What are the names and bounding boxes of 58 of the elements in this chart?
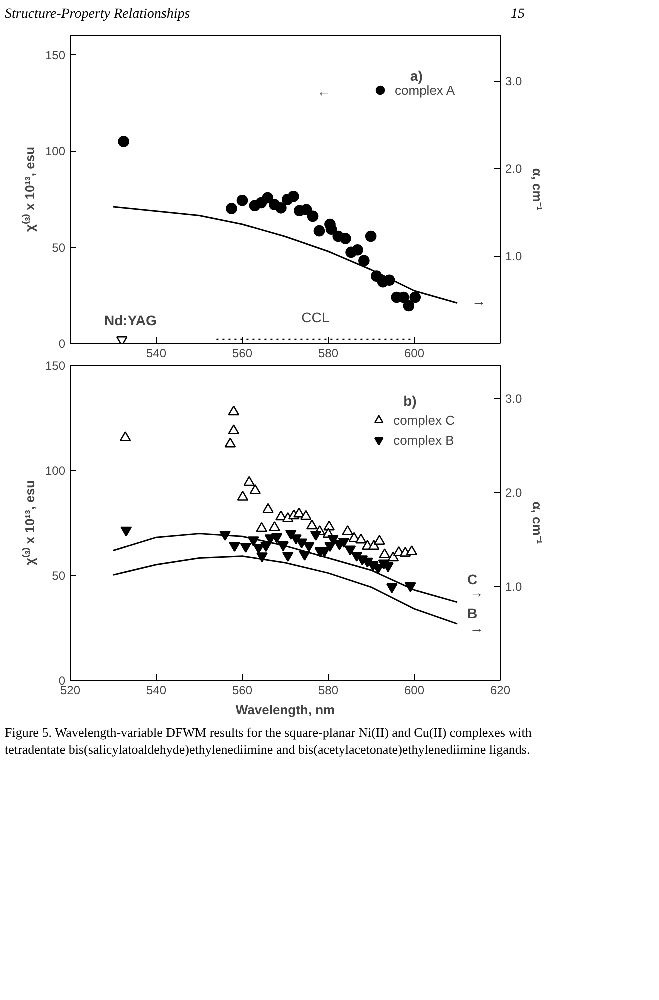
annotation: →	[472, 293, 486, 310]
y2-tick-label: 2.0	[506, 162, 523, 176]
x-tick-label: 560	[232, 684, 253, 698]
series-label: CCL	[302, 310, 330, 326]
point	[403, 300, 415, 312]
x-tick-label: 520	[60, 684, 81, 698]
annotation: b)	[404, 393, 417, 410]
annotation: →	[470, 620, 484, 636]
point	[262, 192, 274, 204]
x-tick-label: 540	[146, 346, 167, 360]
y2-tick-label: 1.0	[506, 580, 523, 594]
point	[340, 233, 352, 244]
y2-tick-label: 3.0	[506, 74, 523, 88]
annotation: Nd:YAG	[104, 312, 157, 328]
y-tick-label: 50	[52, 569, 66, 583]
y-tick-label: 150	[45, 359, 66, 373]
legend-label: complex C	[394, 412, 455, 428]
text: 15	[511, 6, 525, 24]
legend-label: complex B	[394, 432, 454, 448]
point	[307, 210, 319, 222]
point	[276, 202, 287, 214]
point	[226, 203, 238, 214]
point	[358, 255, 370, 267]
point	[118, 136, 130, 148]
x-tick-label: 600	[404, 346, 425, 360]
caption: Figure 5. Wavelength-variable DFWM results for the square-planar Ni(II) and Cu(II) complexes with tetradentate bis(salicylatoaldehyde)ethylenediimine and bis(acetylacetonate)ethylenediimine ligands.	[5, 725, 533, 759]
line-series	[112, 206, 458, 304]
y-tick-label: 150	[45, 48, 66, 62]
x-tick-label: 580	[318, 684, 339, 698]
line-series	[112, 533, 458, 604]
legend-label: complex A	[395, 82, 455, 98]
point	[365, 230, 377, 242]
point	[410, 292, 422, 304]
x-tick-label: 560	[232, 346, 253, 360]
y2-tick-label: 2.0	[506, 486, 523, 500]
x-tick-label: 600	[404, 684, 425, 698]
x-tick-label: 620	[490, 684, 511, 698]
y-tick-label: 100	[45, 144, 66, 158]
y-tick-label: 50	[52, 240, 66, 255]
annotation: ←	[317, 83, 332, 100]
point	[314, 225, 326, 237]
y-axis-title: χ⁽³⁾ x 10¹³, esu	[21, 480, 38, 566]
point	[236, 195, 248, 206]
text: Structure-Property Relationships	[5, 6, 190, 24]
x-tick-label: 540	[146, 684, 167, 698]
y2-tick-label: 3.0	[506, 392, 523, 406]
y2-axis-title: α, cm⁻¹	[530, 168, 546, 211]
x-axis-title: Wavelength, nm	[236, 702, 336, 718]
y-tick-label: 100	[45, 464, 66, 478]
y2-axis-title: α, cm⁻¹	[530, 502, 546, 544]
y-tick-label: 0	[58, 337, 66, 351]
y-axis-title: χ⁽³⁾ x 10¹³, esu	[21, 146, 38, 232]
annotation: a)	[410, 68, 423, 84]
point	[352, 244, 364, 256]
point	[288, 190, 300, 202]
y2-tick-label: 1.0	[506, 250, 523, 264]
annotation: B	[467, 605, 478, 622]
x-tick-label: 580	[318, 346, 339, 360]
